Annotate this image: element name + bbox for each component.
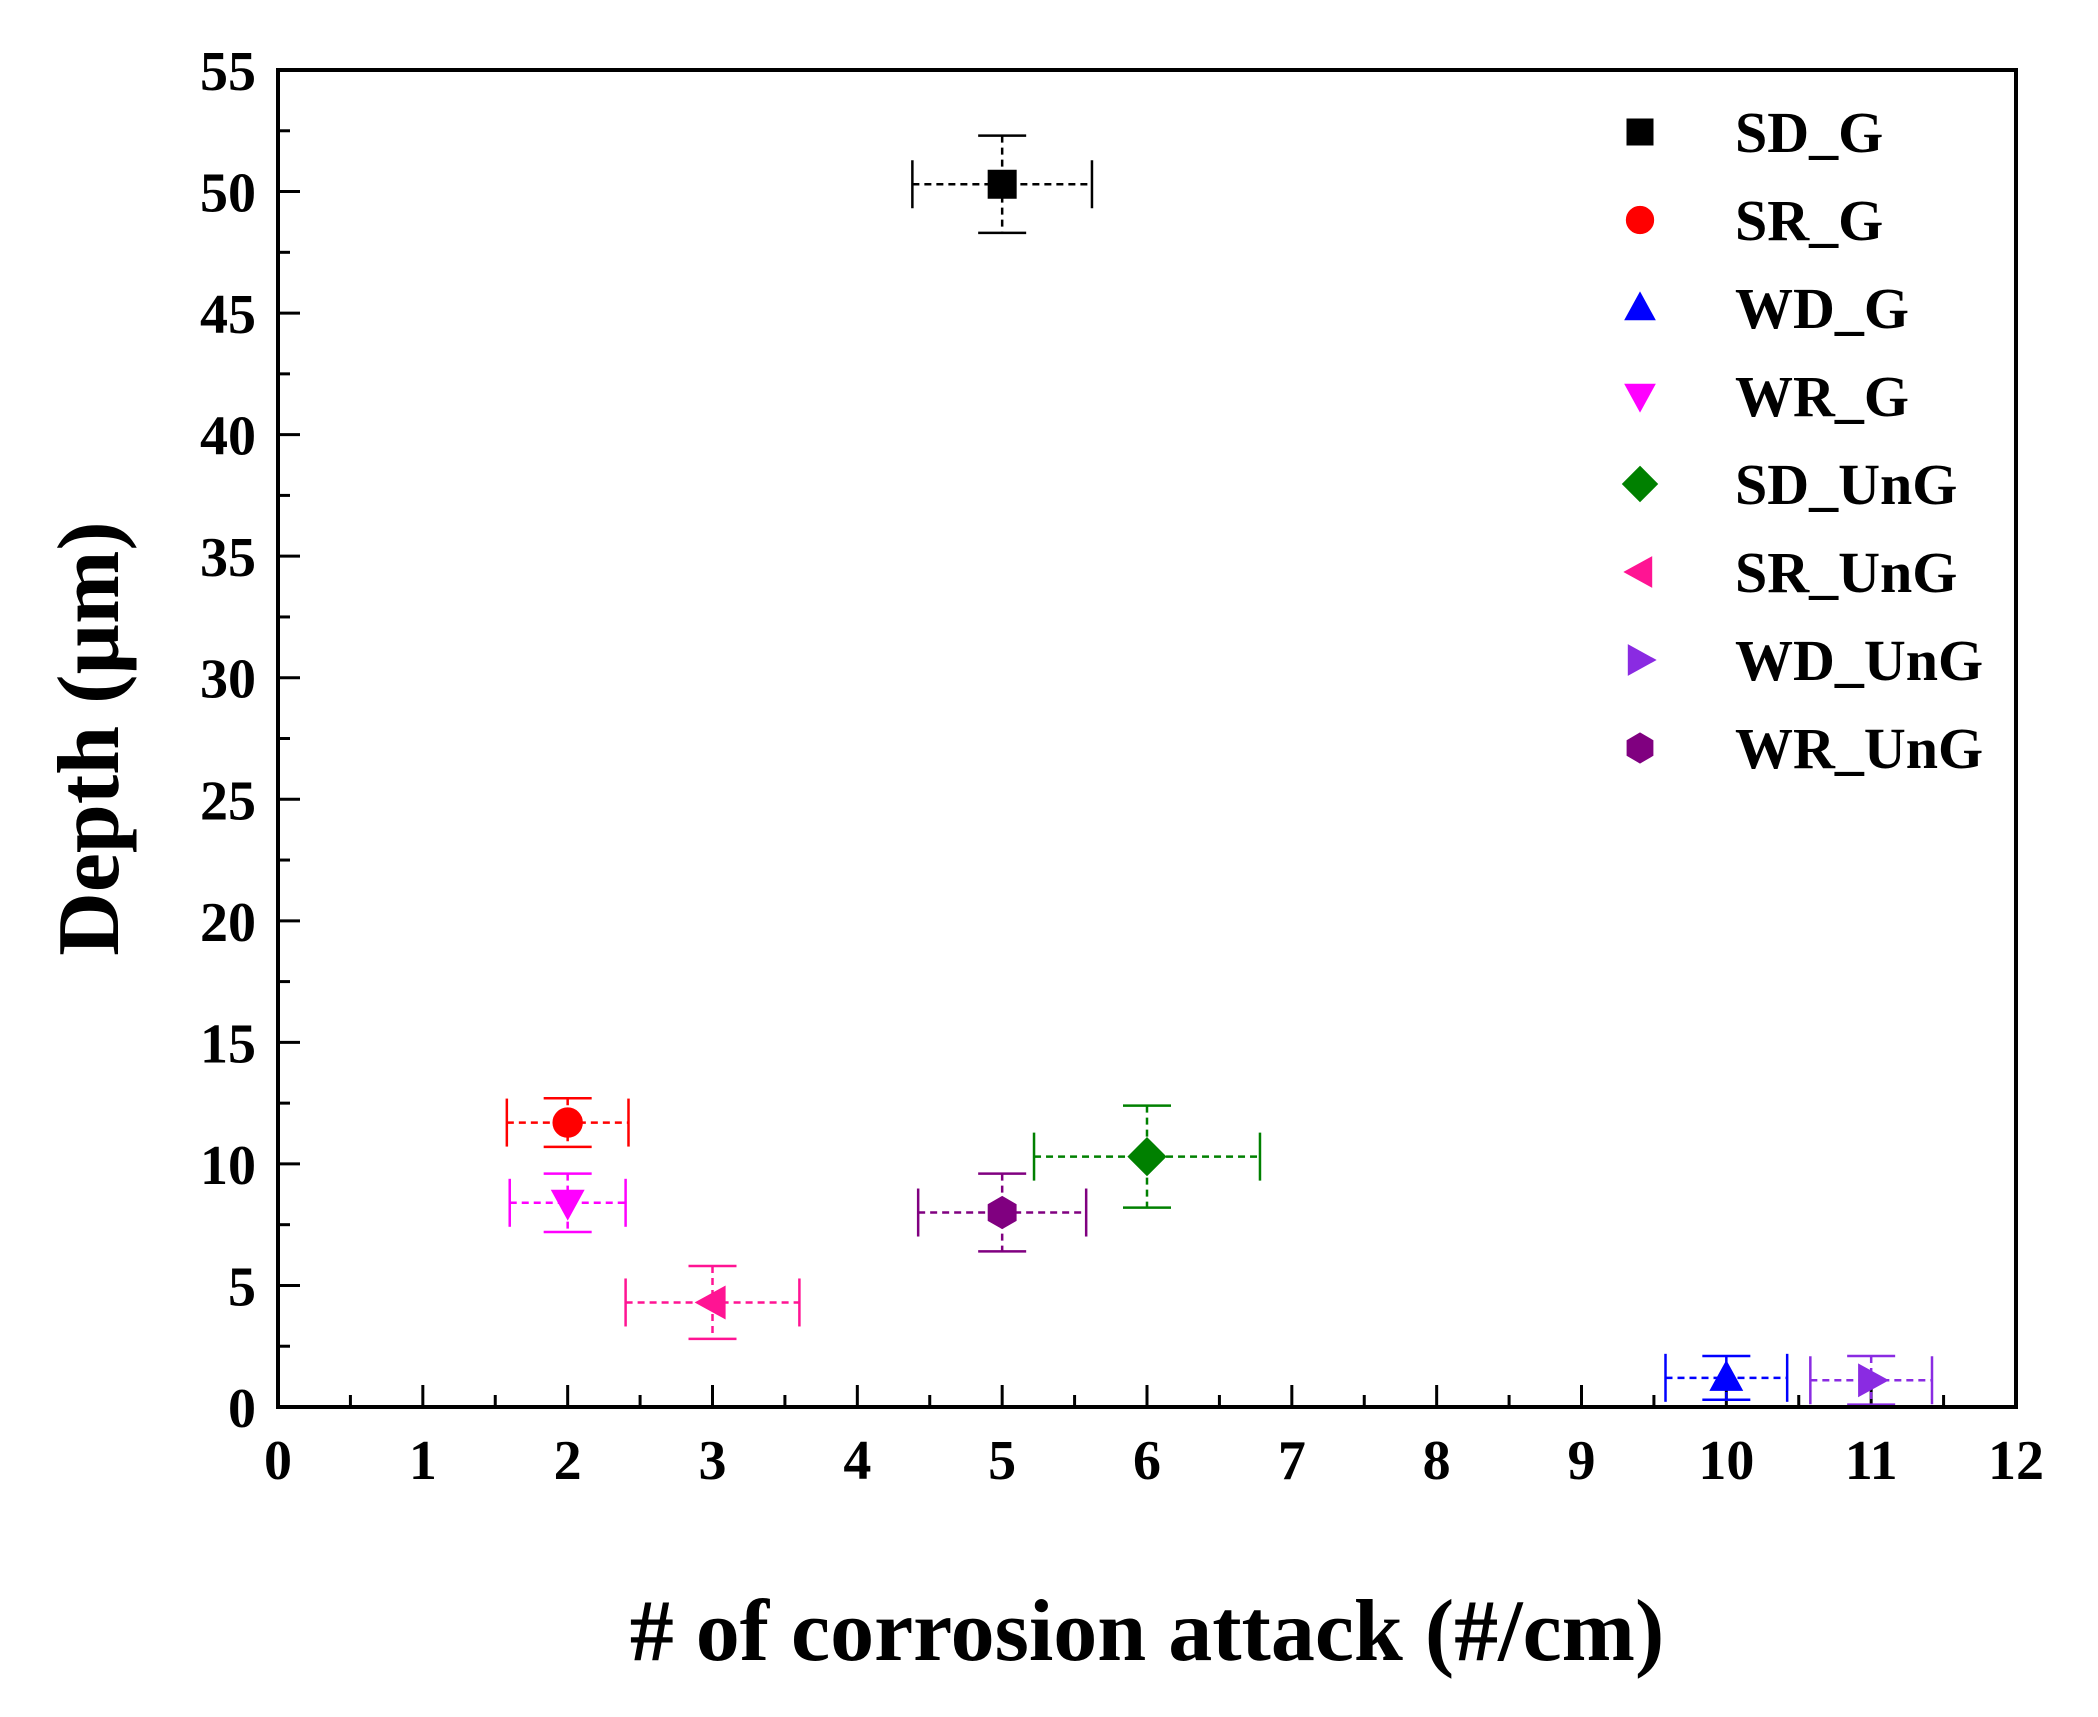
legend-item-SR_G: SR_G: [1625, 188, 1883, 253]
data-point-WR_G: [550, 1189, 585, 1221]
data-point-WD_UnG: [1858, 1363, 1890, 1398]
y-tick-label: 30: [200, 649, 256, 711]
x-tick-label: 3: [699, 1430, 727, 1492]
legend-label: WR_G: [1735, 364, 1909, 429]
data-point-WD_G: [1709, 1359, 1744, 1391]
legend-marker-WD_G: [1624, 291, 1656, 321]
x-tick-label: 4: [843, 1430, 871, 1492]
legend-item-SD_G: SD_G: [1626, 100, 1883, 165]
x-tick-labels: 0 1 2 3 4 5 6 7 8 9 10 11 12: [264, 1430, 2044, 1492]
legend: SD_G SR_G WD_G WR_G SD_UnG SR_UnG WD_UnG WR_UnG: [1621, 100, 1983, 781]
x-tick-label: 2: [554, 1430, 582, 1492]
y-tick-label: 50: [200, 163, 256, 225]
legend-item-WD_G: WD_G: [1624, 276, 1909, 341]
legend-marker-SD_G: [1626, 118, 1654, 146]
x-tick-label: 6: [1133, 1430, 1161, 1492]
legend-label: SR_UnG: [1735, 540, 1957, 605]
data-point-SD_G: [987, 169, 1017, 199]
legend-marker-SR_G: [1625, 205, 1655, 235]
legend-label: SD_UnG: [1735, 452, 1957, 517]
legend-marker-WD_UnG: [1627, 644, 1657, 676]
legend-label: WD_UnG: [1735, 628, 1983, 693]
legend-item-SD_UnG: SD_UnG: [1621, 452, 1957, 517]
y-tick-label: 25: [200, 770, 256, 832]
x-tick-label: 0: [264, 1430, 292, 1492]
data-point-SR_G: [552, 1107, 583, 1138]
x-axis-title: # of corrosion attack (#/cm): [630, 1583, 1665, 1680]
x-tick-label: 7: [1278, 1430, 1306, 1492]
legend-item-WR_UnG: WR_UnG: [1626, 716, 1983, 781]
legend-label: WR_UnG: [1735, 716, 1983, 781]
legend-marker-SD_UnG: [1621, 465, 1659, 503]
legend-item-WR_G: WR_G: [1624, 364, 1909, 429]
y-tick-labels: 0 5 10 15 20 25 30 35 40 45 50 55: [200, 41, 256, 1440]
y-tick-label: 5: [228, 1256, 256, 1318]
legend-marker-WR_UnG: [1626, 732, 1654, 764]
legend-label: WD_G: [1735, 276, 1909, 341]
data-point-SD_UnG: [1127, 1136, 1167, 1177]
data-point-WR_UnG: [987, 1195, 1017, 1230]
y-tick-label: 45: [200, 284, 256, 346]
markers-layer: [550, 169, 1890, 1398]
x-tick-label: 9: [1568, 1430, 1596, 1492]
y-tick-label: 55: [200, 41, 256, 103]
y-axis-title: Depth (µm): [41, 521, 138, 955]
x-tick-label: 10: [1698, 1430, 1754, 1492]
legend-marker-WR_G: [1624, 383, 1656, 413]
x-tick-label: 12: [1988, 1430, 2044, 1492]
legend-item-SR_UnG: SR_UnG: [1623, 540, 1957, 605]
legend-label: SR_G: [1735, 188, 1883, 253]
plot-area-frame: [276, 68, 2018, 1409]
data-point-SR_UnG: [694, 1285, 726, 1320]
y-tick-label: 10: [200, 1135, 256, 1197]
y-tick-label: 35: [200, 527, 256, 589]
legend-item-WD_UnG: WD_UnG: [1627, 628, 1983, 693]
legend-marker-SR_UnG: [1623, 556, 1653, 588]
x-tick-label: 11: [1845, 1430, 1898, 1492]
x-tick-label: 5: [988, 1430, 1016, 1492]
x-tick-label: 1: [409, 1430, 437, 1492]
y-tick-label: 15: [200, 1013, 256, 1075]
y-tick-label: 0: [228, 1378, 256, 1440]
x-tick-label: 8: [1423, 1430, 1451, 1492]
y-tick-label: 40: [200, 406, 256, 468]
legend-label: SD_G: [1735, 100, 1883, 165]
y-tick-label: 20: [200, 892, 256, 954]
